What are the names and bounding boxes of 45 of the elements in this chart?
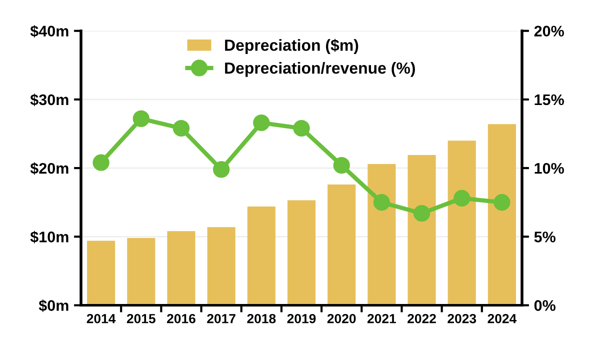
y-tick-label: $20m — [30, 162, 68, 175]
bar — [247, 206, 276, 306]
bar — [368, 164, 396, 306]
point — [373, 194, 390, 211]
x-tick-label: 2020 — [327, 314, 356, 324]
bar — [87, 240, 116, 306]
point — [494, 194, 510, 211]
point — [172, 120, 190, 137]
x-tick-label: 2015 — [126, 314, 156, 324]
bar — [207, 227, 236, 306]
bar — [287, 200, 316, 306]
y2-tick-label: 5% — [534, 232, 556, 242]
x-tick-label: 2018 — [247, 314, 276, 324]
x-tick-label: 2023 — [448, 314, 476, 324]
x-tick-label: 2016 — [167, 314, 196, 324]
y2-tick-label: 0% — [534, 300, 556, 311]
point — [212, 161, 230, 178]
point — [132, 110, 150, 128]
x-tick-label: 2017 — [207, 314, 236, 324]
y2-tick-label: 10% — [534, 162, 564, 174]
point — [413, 205, 430, 222]
bar — [408, 155, 436, 306]
x-tick-label: 2021 — [367, 314, 396, 324]
y2-tick-label: 20% — [534, 26, 564, 37]
bar — [328, 184, 356, 306]
bar — [488, 124, 516, 306]
x-tick-label: 2019 — [287, 314, 316, 324]
legend-label: Depreciation ($m) — [225, 38, 358, 54]
point — [454, 190, 470, 207]
x-tick-label: 2024 — [488, 314, 517, 324]
y-tick-label: $0m — [38, 299, 68, 312]
bar — [448, 140, 476, 306]
point — [333, 156, 350, 174]
point — [92, 154, 110, 171]
point — [293, 120, 310, 137]
y-tick-label: $30m — [30, 94, 68, 106]
legend-label: Depreciation/revenue (%) — [225, 62, 415, 77]
y2-tick-label: 15% — [534, 94, 564, 106]
y-tick-label: $40m — [30, 25, 68, 38]
bar — [167, 231, 196, 306]
y-tick-label: $10m — [30, 230, 68, 244]
bar — [127, 238, 156, 306]
x-tick-label: 2014 — [86, 314, 116, 324]
x-tick-label: 2022 — [408, 314, 436, 324]
point — [253, 114, 270, 132]
